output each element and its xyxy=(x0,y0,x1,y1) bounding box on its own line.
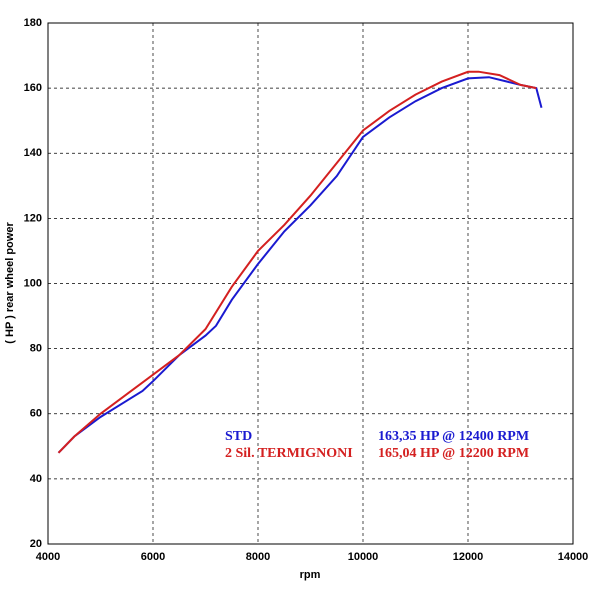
y-tick-label: 140 xyxy=(24,147,42,159)
plot-frame xyxy=(47,22,574,545)
y-tick-label: 80 xyxy=(30,343,42,355)
legend-label: 2 Sil. TERMIGNONI xyxy=(225,446,353,461)
legend-label: STD xyxy=(225,429,252,444)
series-line xyxy=(57,70,537,454)
x-axis-label: rpm xyxy=(300,569,321,581)
y-tick-label: 120 xyxy=(24,212,42,224)
y-axis-label: ( HP ) rear wheel power xyxy=(4,222,16,344)
series-line xyxy=(57,76,543,454)
x-tick-label: 4000 xyxy=(36,551,60,563)
x-tick-label: 8000 xyxy=(246,551,270,563)
y-tick-label: 160 xyxy=(24,82,42,94)
y-tick-label: 180 xyxy=(24,17,42,29)
y-tick-label: 100 xyxy=(24,277,42,289)
peak-label: 165,04 HP @ 12200 RPM xyxy=(378,446,529,461)
y-tick-label: 60 xyxy=(30,408,42,420)
y-tick-label: 20 xyxy=(30,538,42,550)
x-tick-label: 6000 xyxy=(141,551,165,563)
peak-label: 163,35 HP @ 12400 RPM xyxy=(378,429,529,444)
x-tick-label: 10000 xyxy=(348,551,379,563)
x-tick-label: 12000 xyxy=(453,551,484,563)
y-tick-label: 40 xyxy=(30,473,42,485)
x-tick-label: 14000 xyxy=(558,551,589,563)
